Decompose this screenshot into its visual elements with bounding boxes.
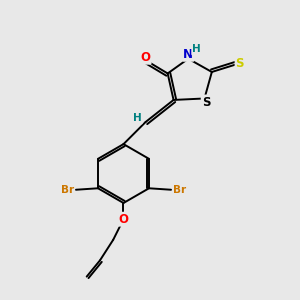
Text: Br: Br [173, 185, 186, 195]
Text: O: O [118, 213, 128, 226]
Text: Br: Br [61, 185, 74, 195]
Text: S: S [236, 57, 244, 70]
Text: O: O [141, 51, 151, 64]
Text: H: H [133, 113, 142, 124]
Text: S: S [202, 95, 210, 109]
Text: N: N [183, 48, 193, 61]
Text: H: H [192, 44, 201, 54]
